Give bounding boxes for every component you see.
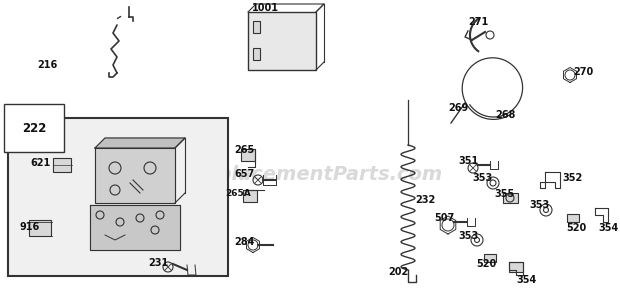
Text: 284: 284 [234,237,254,247]
Bar [252,21,260,33]
Text: 265A: 265A [225,188,250,197]
Text: 353: 353 [529,200,549,210]
Text: 352: 352 [562,173,582,183]
Bar [252,48,260,60]
Polygon shape [95,148,175,203]
Bar [248,12,316,70]
Text: 270: 270 [573,67,593,77]
Polygon shape [90,205,180,250]
Text: 216: 216 [38,60,58,70]
Text: 265: 265 [234,145,254,155]
Bar [509,262,523,272]
Polygon shape [95,138,185,148]
Bar [29,220,51,236]
Text: 351: 351 [458,156,478,166]
Text: 657: 657 [234,169,254,179]
Text: 271: 271 [468,17,489,27]
Text: 222: 222 [22,122,46,135]
Bar [8,118,228,276]
Bar [241,149,255,161]
Text: 507: 507 [434,213,454,223]
Bar [567,214,579,222]
Text: 520: 520 [476,259,496,269]
Text: 354: 354 [598,223,618,233]
Text: 353: 353 [472,173,492,183]
Text: 355: 355 [494,189,514,199]
Bar [502,193,518,203]
Text: 353: 353 [458,231,478,241]
Text: 232: 232 [415,195,435,205]
Text: 621: 621 [30,158,50,168]
Text: 202: 202 [388,267,408,277]
Text: 354: 354 [516,275,536,285]
Text: 231: 231 [148,258,168,268]
Text: 520: 520 [566,223,587,233]
Text: 916: 916 [20,222,40,232]
Text: eReplacementParts.com: eReplacementParts.com [177,166,443,185]
Bar [53,158,71,172]
Text: 268: 268 [495,110,515,120]
Text: 1001: 1001 [252,3,279,13]
Text: 269: 269 [448,103,468,113]
Bar [484,254,496,262]
Bar [243,190,257,202]
